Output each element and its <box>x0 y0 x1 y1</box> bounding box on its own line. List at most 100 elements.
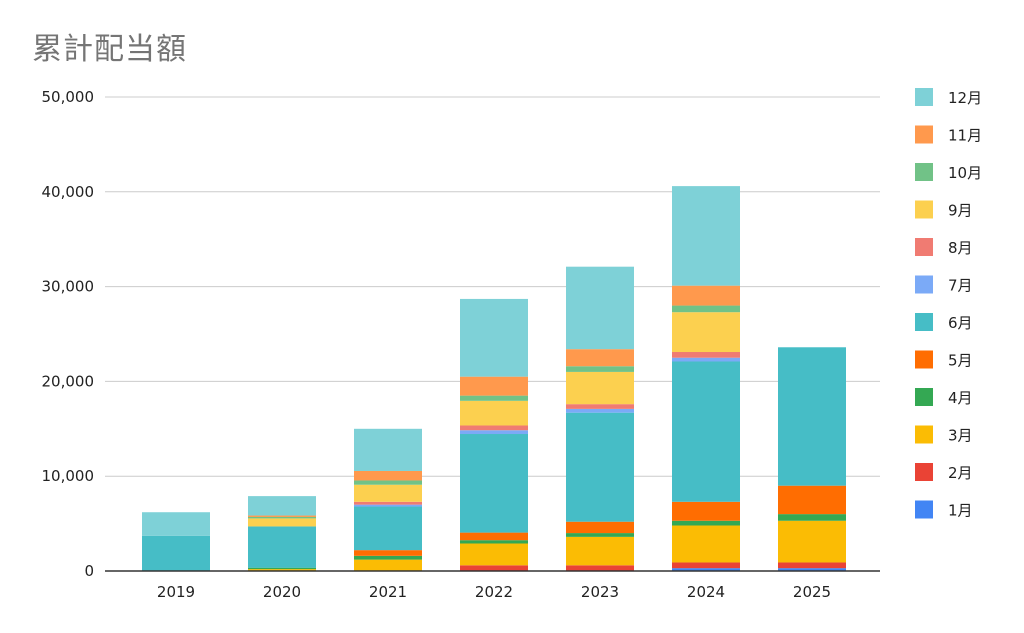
legend: 12月 11月 10月 9月 8月 7月 6月 5月 4月 3月 2月 1月 <box>915 88 982 520</box>
bar-segment-2022-4月 <box>460 540 528 544</box>
x-tick-label: 2025 <box>793 583 831 601</box>
bar-segment-2022-2月 <box>460 565 528 571</box>
bar-segment-2024-4月 <box>672 520 740 526</box>
y-tick-label: 20,000 <box>42 372 95 390</box>
legend-label: 11月 <box>948 127 982 145</box>
legend-label: 2月 <box>948 464 973 482</box>
legend-label: 12月 <box>948 89 982 107</box>
bar-segment-2023-4月 <box>566 533 634 537</box>
bar-segment-2023-3月 <box>566 536 634 566</box>
bar-segment-2023-11月 <box>566 349 634 367</box>
bar-segment-2024-1月 <box>672 568 740 571</box>
legend-swatch <box>915 313 933 331</box>
bar-segment-2021-3月 <box>354 559 422 571</box>
legend-label: 7月 <box>948 277 973 295</box>
bar-segment-2021-10月 <box>354 480 422 485</box>
y-tick-label: 0 <box>84 562 94 580</box>
bar-segment-2024-6月 <box>672 361 740 502</box>
legend-label: 1月 <box>948 502 973 520</box>
bar-segment-2023-5月 <box>566 521 634 534</box>
bar-segment-2022-8月 <box>460 425 528 431</box>
bar-segment-2024-3月 <box>672 525 740 563</box>
bar-segment-2021-8月 <box>354 501 422 505</box>
bar-segment-2024-10月 <box>672 305 740 313</box>
bar-segment-2022-12月 <box>460 298 528 377</box>
bar-segment-2019-6月 <box>142 535 210 571</box>
bar-segment-2024-7月 <box>672 357 740 362</box>
bar-segment-2023-10月 <box>566 366 634 372</box>
bar-segment-2025-4月 <box>778 514 846 521</box>
legend-swatch <box>915 350 933 369</box>
y-tick-label: 10,000 <box>42 467 95 485</box>
bar-segment-2024-9月 <box>672 312 740 353</box>
bar-segment-2023-6月 <box>566 412 634 522</box>
legend-swatch <box>915 238 933 256</box>
legend-label: 9月 <box>948 202 973 220</box>
bar-segment-2025-2月 <box>778 562 846 569</box>
bar-segment-2022-3月 <box>460 543 528 566</box>
bar-segment-2023-12月 <box>566 266 634 350</box>
bar-segment-2022-9月 <box>460 400 528 426</box>
bar-segment-2021-6月 <box>354 506 422 551</box>
bar-segment-2025-6月 <box>778 347 846 486</box>
bar-segment-2024-11月 <box>672 285 740 306</box>
bar-segment-2020-3月 <box>248 569 316 571</box>
bar-segment-2020-4月 <box>248 567 316 570</box>
legend-swatch <box>915 200 933 219</box>
legend-swatch <box>915 388 933 406</box>
bar-segment-2021-9月 <box>354 484 422 502</box>
bar-segment-2024-2月 <box>672 562 740 569</box>
bar-segment-2021-4月 <box>354 555 422 560</box>
x-tick-label: 2024 <box>687 583 725 601</box>
y-tick-label: 50,000 <box>42 88 95 106</box>
x-tick-label: 2021 <box>369 583 407 601</box>
legend-label: 4月 <box>948 389 973 407</box>
bars <box>142 186 846 571</box>
x-tick-label: 2023 <box>581 583 619 601</box>
legend-label: 5月 <box>948 352 973 370</box>
bar-segment-2020-11月 <box>248 515 316 517</box>
bar-segment-2024-8月 <box>672 352 740 358</box>
bar-segment-2021-11月 <box>354 470 422 481</box>
bar-segment-2025-1月 <box>778 568 846 571</box>
bar-segment-2020-12月 <box>248 496 316 516</box>
bar-segment-2022-5月 <box>460 532 528 541</box>
legend-label: 3月 <box>948 427 973 445</box>
legend-swatch <box>915 163 933 181</box>
bar-segment-2022-6月 <box>460 434 528 533</box>
bar-segment-2023-7月 <box>566 408 634 413</box>
chart-title: 累計配当額 <box>32 32 187 67</box>
legend-swatch <box>915 88 933 106</box>
axes: 0 10,000 20,000 30,000 40,000 50,000 2019 2020 2… <box>42 88 880 601</box>
legend-label: 10月 <box>948 164 982 182</box>
bar-segment-2021-5月 <box>354 550 422 556</box>
x-tick-label: 2019 <box>157 583 195 601</box>
bar-segment-2024-12月 <box>672 186 740 286</box>
legend-label: 8月 <box>948 239 973 257</box>
bar-segment-2025-5月 <box>778 485 846 515</box>
legend-swatch <box>915 125 933 144</box>
bar-segment-2019-12月 <box>142 512 210 536</box>
bar-segment-2024-5月 <box>672 501 740 521</box>
legend-label: 6月 <box>948 314 973 332</box>
bar-segment-2021-7月 <box>354 504 422 507</box>
legend-swatch <box>915 425 933 444</box>
y-tick-label: 30,000 <box>42 278 95 296</box>
legend-swatch <box>915 500 933 519</box>
legend-swatch <box>915 463 933 481</box>
bar-segment-2020-10月 <box>248 516 316 519</box>
bar-segment-2021-12月 <box>354 428 422 471</box>
bar-segment-2023-2月 <box>566 565 634 571</box>
x-tick-label: 2020 <box>263 583 301 601</box>
bar-segment-2020-6月 <box>248 526 316 568</box>
bar-segment-2020-9月 <box>248 518 316 527</box>
y-tick-label: 40,000 <box>42 183 95 201</box>
bar-segment-2025-3月 <box>778 520 846 563</box>
bar-segment-2023-8月 <box>566 404 634 409</box>
bar-segment-2023-9月 <box>566 371 634 405</box>
x-tick-label: 2022 <box>475 583 513 601</box>
bar-segment-2022-10月 <box>460 395 528 401</box>
legend-swatch <box>915 275 933 294</box>
bar-segment-2022-11月 <box>460 376 528 396</box>
